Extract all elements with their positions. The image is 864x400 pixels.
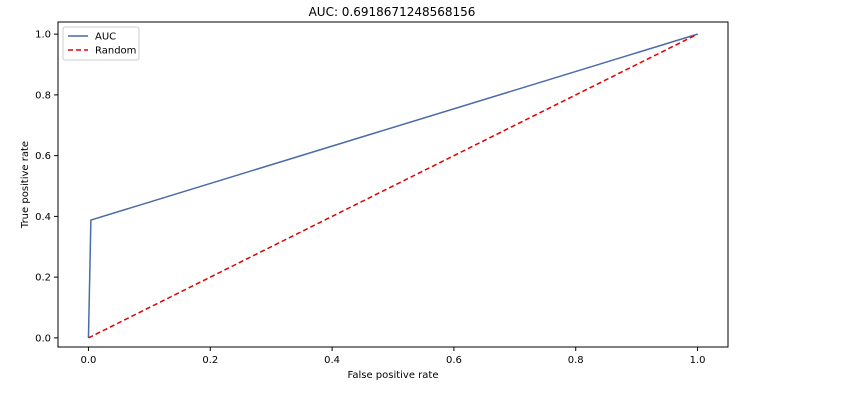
y-tick-label: 0.0 xyxy=(35,333,51,344)
x-tick-label: 0.6 xyxy=(446,355,462,366)
y-tick-label: 0.2 xyxy=(35,273,51,284)
y-tick-label: 0.8 xyxy=(35,90,51,101)
series-layer xyxy=(87,33,698,339)
x-axis-ticks: 0.0 0.2 0.4 0.6 0.8 1.0 xyxy=(81,347,706,366)
chart-title: AUC: 0.6918671248568156 xyxy=(309,5,476,19)
y-tick-label: 0.6 xyxy=(35,151,51,162)
y-axis-label: True positive rate xyxy=(20,141,31,229)
series-line-random xyxy=(88,33,698,339)
x-tick-label: 0.4 xyxy=(324,355,340,366)
y-tick-label: 0.4 xyxy=(35,212,51,223)
x-tick-label: 0.2 xyxy=(202,355,218,366)
legend-label-random: Random xyxy=(95,46,136,57)
y-axis-ticks: 0.0 0.2 0.4 0.6 0.8 1.0 xyxy=(35,30,58,344)
plot-area xyxy=(57,21,729,348)
x-tick-label: 0.8 xyxy=(568,355,584,366)
y-tick-label: 1.0 xyxy=(35,30,51,41)
x-axis-label: False positive rate xyxy=(348,370,439,381)
legend-label-auc: AUC xyxy=(95,32,116,43)
x-tick-label: 1.0 xyxy=(690,355,706,366)
legend: AUC Random xyxy=(62,26,140,61)
x-tick-label: 0.0 xyxy=(81,355,97,366)
series-line-auc xyxy=(87,33,698,338)
